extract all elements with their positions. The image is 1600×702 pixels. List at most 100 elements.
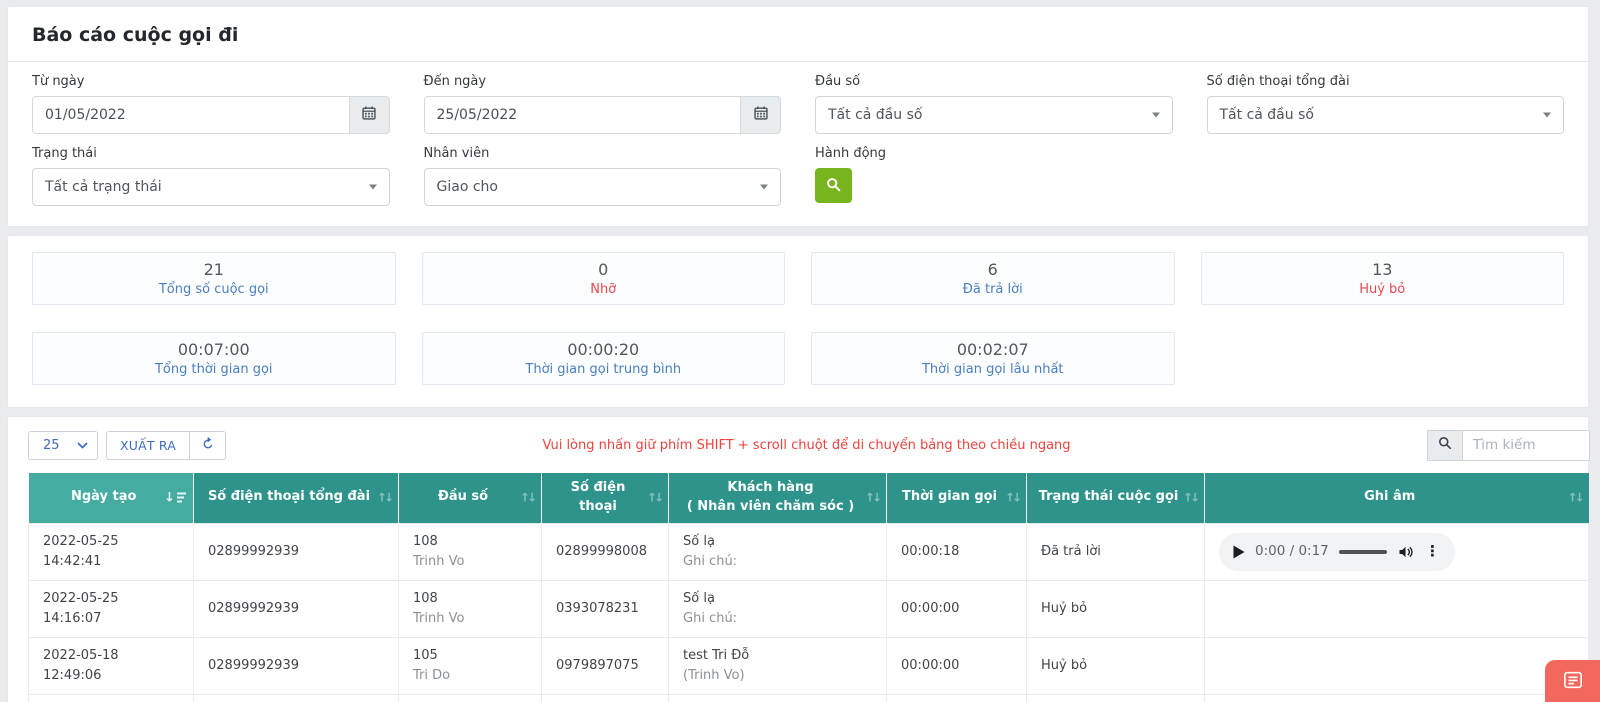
to-date-calendar-button[interactable] xyxy=(740,96,781,134)
status-select-value: Tất cả trạng thái xyxy=(45,179,162,195)
feedback-fab-button[interactable] xyxy=(1545,660,1600,702)
stat-label: Nhỡ xyxy=(590,282,617,297)
column-header-phone[interactable]: Số điện thoại ↑↓ xyxy=(541,473,669,523)
table-row: 2022-05-25 14:42:41 02899992939 108 Trin… xyxy=(28,522,1589,581)
filter-status: Trạng thái Tất cả trạng thái xyxy=(32,146,390,206)
column-header-extension[interactable]: Đầu số ↑↓ xyxy=(398,473,542,523)
refresh-button[interactable] xyxy=(190,430,227,460)
sort-icon: ↑↓ xyxy=(1004,490,1022,505)
hotline-select[interactable]: Tất cả đầu số xyxy=(1206,96,1564,134)
search-icon xyxy=(826,177,841,195)
column-header-call-status[interactable]: Trạng thái cuộc gọi ↑↓ xyxy=(1026,473,1205,523)
audio-menu-icon[interactable]: ⋮ xyxy=(1425,542,1440,561)
from-date-input[interactable] xyxy=(32,96,349,134)
play-icon[interactable] xyxy=(1233,545,1245,559)
filter-card: Báo cáo cuộc gọi đi Từ ngày xyxy=(8,7,1588,226)
cell-phone: 0393078231 xyxy=(541,580,669,639)
page-size-select[interactable]: 25 xyxy=(28,430,98,460)
filter-to-date: Đến ngày xyxy=(423,74,781,134)
action-label: Hành động xyxy=(815,146,887,161)
stat-missed: 0 Nhỡ xyxy=(421,252,785,305)
table-search xyxy=(1427,429,1590,461)
stat-label: Tổng thời gian gọi xyxy=(154,362,273,377)
extension-number: 108 xyxy=(413,533,438,549)
cell-duration: 00:00:00 xyxy=(886,637,1027,696)
chevron-down-icon xyxy=(760,184,768,190)
extension-select-value: Tất cả đầu số xyxy=(828,107,923,123)
stat-longest-duration: 00:02:07 Thời gian gọi lâu nhất xyxy=(811,332,1175,385)
customer-name: test Tri Đỗ xyxy=(683,648,750,664)
from-date-calendar-button[interactable] xyxy=(348,96,390,134)
column-header-hotline[interactable]: Số điện thoại tổng đài ↑↓ xyxy=(193,473,399,523)
refresh-icon xyxy=(201,436,215,454)
audio-player[interactable]: 0:00 / 0:17 ⋮ xyxy=(1219,532,1455,571)
column-label: Đầu số xyxy=(437,489,489,505)
to-date-input[interactable] xyxy=(423,96,740,134)
table-row xyxy=(28,694,1589,702)
cell-recording xyxy=(1204,637,1589,696)
table-card: 25 XUẤT RA Vui lòng nhấn giữ phím SHIFT xyxy=(8,417,1590,702)
extension-agent: Trinh Vo xyxy=(413,553,465,569)
sort-icon: ↑↓ xyxy=(1182,490,1200,505)
stat-value: 13 xyxy=(1372,260,1393,279)
column-header-recording[interactable]: Ghi âm ↑↓ xyxy=(1204,473,1589,523)
chevron-down-icon xyxy=(1543,112,1551,118)
cell-duration: 00:00:00 xyxy=(886,580,1027,639)
export-button[interactable]: XUẤT RA xyxy=(106,430,191,460)
calendar-icon xyxy=(753,106,768,124)
chevron-down-icon xyxy=(368,184,377,190)
volume-icon[interactable] xyxy=(1397,544,1414,560)
sort-icon: ↑↓ xyxy=(646,490,664,505)
search-icon xyxy=(1438,436,1452,454)
stat-label: Tổng số cuộc gọi xyxy=(158,282,269,297)
employee-label: Nhân viên xyxy=(423,146,490,161)
sort-icon: ↑↓ xyxy=(376,490,394,505)
cell-hotline: 02899992939 xyxy=(193,522,399,581)
search-addon xyxy=(1427,429,1462,461)
extension-select[interactable]: Tất cả đầu số xyxy=(815,96,1173,134)
filter-hotline: Số điện thoại tổng đài Tất cả đầu số xyxy=(1206,74,1564,134)
stat-value: 00:00:20 xyxy=(567,340,640,359)
search-submit-button[interactable] xyxy=(815,168,852,203)
stat-total-duration: 00:07:00 Tổng thời gian gọi xyxy=(32,332,396,385)
stat-total-calls: 21 Tổng số cuộc gọi xyxy=(32,252,396,305)
audio-time: 0:00 / 0:17 xyxy=(1255,543,1329,560)
filter-employee: Nhân viên Giao cho xyxy=(423,146,781,206)
column-label: Khách hàng xyxy=(727,479,814,495)
column-label: Số điện thoại xyxy=(570,479,626,514)
filter-form: Từ ngày xyxy=(8,62,1588,226)
column-header-customer[interactable]: Khách hàng ( Nhân viên chăm sóc ) ↑↓ xyxy=(668,473,887,523)
cell-hotline: 02899992939 xyxy=(193,637,399,696)
cell-recording xyxy=(1204,580,1589,639)
calendar-icon xyxy=(362,106,376,124)
audio-progress-bar[interactable] xyxy=(1338,549,1387,554)
cell-status: Huỷ bỏ xyxy=(1026,580,1205,639)
hotline-label: Số điện thoại tổng đài xyxy=(1206,74,1350,89)
status-select[interactable]: Tất cả trạng thái xyxy=(32,168,390,206)
sort-icon: ↑↓ xyxy=(864,490,882,505)
status-label: Trạng thái xyxy=(32,146,97,161)
cell-customer: Số lạ Ghi chú: xyxy=(668,580,887,639)
stats-empty-cell xyxy=(1201,332,1565,385)
sort-desc-icon: ↓ xyxy=(164,491,186,504)
stat-value: 00:07:00 xyxy=(177,340,250,359)
stat-value: 6 xyxy=(987,260,998,279)
stats-card: 21 Tổng số cuộc gọi 0 Nhỡ 6 Đã trả lời 1… xyxy=(8,236,1588,407)
cell-extension: 108 Trinh Vo xyxy=(398,580,542,639)
column-header-created[interactable]: Ngày tạo ↓ xyxy=(28,473,194,523)
filter-action: Hành động xyxy=(815,146,1173,206)
stat-value: 0 xyxy=(598,260,609,279)
stat-value: 00:02:07 xyxy=(956,340,1029,359)
extension-agent: Trinh Vo xyxy=(413,610,465,626)
stat-value: 21 xyxy=(203,260,224,279)
cell-extension: 105 Tri Do xyxy=(398,637,542,696)
sort-icon: ↑↓ xyxy=(519,490,537,505)
table-search-input[interactable] xyxy=(1462,429,1590,461)
cell-customer: Số lạ Ghi chú: xyxy=(668,522,887,581)
customer-note: (Trinh Vo) xyxy=(683,668,745,684)
cell-hotline: 02899992939 xyxy=(193,580,399,639)
customer-name: Số lạ xyxy=(683,533,715,549)
employee-select[interactable]: Giao cho xyxy=(423,168,781,206)
column-header-duration[interactable]: Thời gian gọi ↑↓ xyxy=(886,473,1027,523)
